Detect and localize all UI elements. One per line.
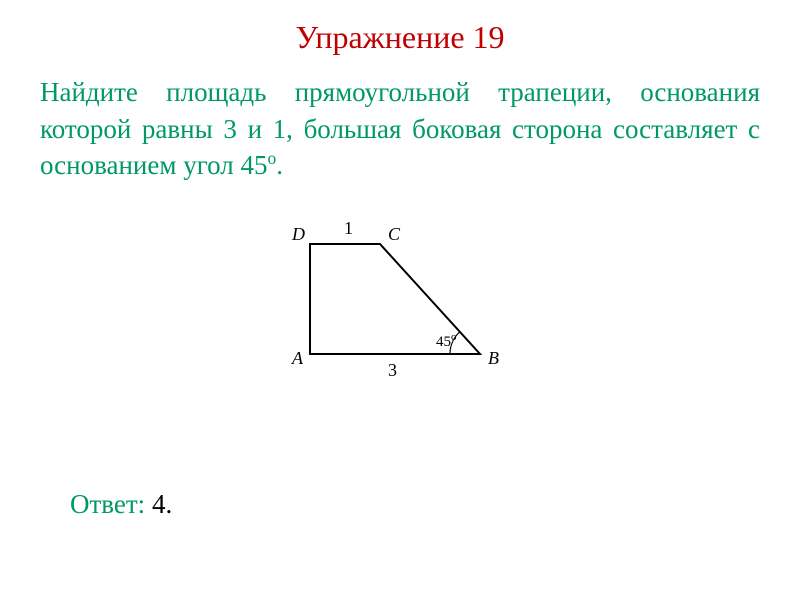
problem-text: Найдите площадь прямоугольной трапеции, … [40, 74, 760, 183]
vertex-label-a: A [291, 348, 304, 368]
angle-label: 45о [436, 331, 457, 350]
trapezoid-svg: A B C D 1 3 45о [270, 204, 530, 394]
exercise-title: Упражнение 19 [40, 18, 760, 56]
degree-superscript: о [267, 148, 276, 168]
answer-label: Ответ: [70, 489, 152, 519]
vertex-label-d: D [291, 224, 305, 244]
bottom-side-label: 3 [388, 360, 397, 380]
problem-body: Найдите площадь прямоугольной трапеции, … [40, 77, 760, 180]
vertex-label-c: C [388, 224, 401, 244]
answer-row: Ответ: 4. [70, 489, 172, 520]
trapezoid-figure: A B C D 1 3 45о [270, 204, 530, 399]
answer-value: 4. [152, 489, 172, 519]
top-side-label: 1 [344, 218, 353, 238]
vertex-label-b: B [488, 348, 499, 368]
figure-container: A B C D 1 3 45о [40, 204, 760, 399]
problem-period: . [276, 150, 283, 180]
